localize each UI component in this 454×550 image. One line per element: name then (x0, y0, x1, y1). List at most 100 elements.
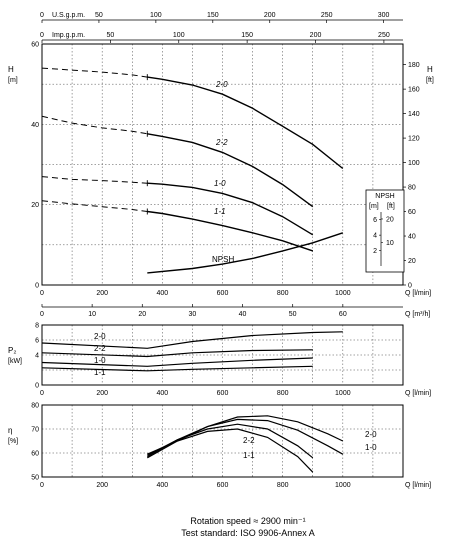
head-curve-dashed-1-1 (41, 200, 148, 212)
y-tick-label: 6 (35, 338, 39, 345)
y-tick-label: 40 (31, 122, 39, 129)
top-axis2-tick-label: 50 (106, 32, 114, 39)
x-tick-label: 0 (40, 482, 44, 489)
npsh-inset-unit-ft: [ft] (387, 203, 395, 210)
right-axis-tick-label: 60 (408, 209, 416, 216)
x-tick-label: 1000 (335, 290, 351, 297)
plot-frame (41, 324, 404, 386)
efficiency-curve-label: 1-1 (243, 451, 255, 460)
head-curve-dashed-2-2 (41, 115, 148, 135)
y-axis-label: H (8, 65, 14, 74)
right-axis-tick-label: 160 (408, 87, 420, 94)
x-tick-label: 400 (156, 290, 168, 297)
head-curve-label: 1-0 (214, 179, 226, 188)
efficiency-curve-label: 2-0 (365, 430, 377, 439)
npsh-inset-m-label: 2 (373, 248, 377, 255)
x-tick-label: 400 (156, 390, 168, 397)
head-curve-label: 1-1 (214, 207, 226, 216)
top-axis2-tick-label: 200 (310, 32, 322, 39)
head-curve-label: 2-0 (215, 80, 228, 89)
x-tick-label: 200 (96, 482, 108, 489)
npsh-curve-label: NPSH (212, 255, 234, 264)
y-tick-label: 70 (31, 427, 39, 434)
y-tick-label: 50 (31, 475, 39, 482)
head-curve-dashed-2-0 (41, 67, 148, 78)
npsh-inset-ft-label: 20 (386, 216, 394, 223)
x-tick-label: 0 (40, 290, 44, 297)
y-axis-unit: [%] (8, 438, 18, 445)
right-axis-label: H (427, 65, 433, 74)
x-tick-label: 200 (96, 290, 108, 297)
y-tick-label: 20 (31, 202, 39, 209)
plot-frame (41, 404, 404, 478)
npsh-inset-unit-m: [m] (369, 203, 379, 210)
top-axis1-tick-label: 200 (264, 12, 276, 19)
right-axis-tick-label: 0 (408, 283, 412, 290)
power-curve-2-0 (41, 331, 343, 349)
top-axis1-label: U.S.g.p.m. (52, 12, 85, 19)
efficiency-curve-2-2 (147, 423, 314, 459)
y-tick-label: 80 (31, 403, 39, 410)
axes-layer (41, 19, 406, 478)
npsh-inset-m-label: 6 (373, 217, 377, 224)
top-axis1-tick-label: 250 (321, 12, 333, 19)
right-axis-tick-label: 40 (408, 234, 416, 241)
right-axis-tick-label: 120 (408, 136, 420, 143)
top-axis2-tick-label: 100 (173, 32, 185, 39)
top-axis2-tick-label: 250 (378, 32, 390, 39)
y-tick-label: 4 (35, 353, 39, 360)
power-curve-label: 2-0 (94, 332, 106, 341)
power-curve-label: 1-1 (94, 368, 106, 377)
x-tick-label: 400 (156, 482, 168, 489)
efficiency-curve-label: 2-2 (243, 436, 255, 445)
efficiency-curve-1-1 (147, 428, 314, 473)
efficiency-curve-label: 1-0 (365, 443, 377, 452)
top-axis2-tick-label: 0 (40, 32, 44, 39)
npsh-inset-title: NPSH (375, 193, 394, 200)
power-curve-1-0 (41, 357, 313, 367)
x2-tick-label: 0 (40, 311, 44, 318)
power-curve-1-1 (41, 365, 313, 372)
head-curve-2-2 (147, 133, 314, 208)
y-axis-unit: [kW] (8, 358, 22, 365)
npsh-curve (147, 232, 344, 274)
power-curve-label: 2-2 (94, 344, 106, 353)
plot-frame (41, 43, 404, 286)
right-axis-tick-label: 80 (408, 185, 416, 192)
test-standard-caption: Test standard: ISO 9906-Annex A (181, 528, 315, 538)
y-tick-label: 0 (35, 383, 39, 390)
x-axis-label: Q [l/min] (405, 290, 431, 297)
power-curve-label: 1-0 (94, 356, 106, 365)
right-axis-tick-label: 180 (408, 62, 420, 69)
x2-tick-label: 60 (339, 311, 347, 318)
x2-tick-label: 40 (239, 311, 247, 318)
y-tick-label: 60 (31, 42, 39, 49)
top-axis1-tick-label: 100 (150, 12, 162, 19)
head-curve-dashed-1-0 (41, 176, 148, 184)
npsh-inset-ft-label: 10 (386, 240, 394, 247)
head-curve-1-0 (147, 182, 314, 236)
top-axis1-tick-label: 50 (95, 12, 103, 19)
top-axis2-tick-label: 150 (241, 32, 253, 39)
x-tick-label: 0 (40, 390, 44, 397)
right-axis-tick-label: 140 (408, 111, 420, 118)
y-tick-label: 60 (31, 451, 39, 458)
npsh-inset-box (365, 189, 405, 273)
top-axis1-tick-label: 150 (207, 12, 219, 19)
curves-layer (41, 67, 344, 473)
rotation-speed-caption: Rotation speed ≈ 2900 min⁻¹ (190, 516, 305, 526)
y-tick-label: 8 (35, 323, 39, 330)
x-tick-label: 600 (217, 482, 229, 489)
y-axis-unit: [m] (8, 77, 18, 84)
x-tick-label: 800 (277, 390, 289, 397)
x2-tick-label: 10 (88, 311, 96, 318)
top-axis2-label: Imp.g.p.m. (52, 32, 85, 39)
right-axis-tick-label: 20 (408, 258, 416, 265)
head-curve-2-0 (147, 76, 344, 170)
top-axis1-tick-label: 0 (40, 12, 44, 19)
head-curve-1-1 (147, 210, 314, 252)
top-axis1-tick-label: 300 (378, 12, 390, 19)
right-axis-tick-label: 100 (408, 160, 420, 167)
